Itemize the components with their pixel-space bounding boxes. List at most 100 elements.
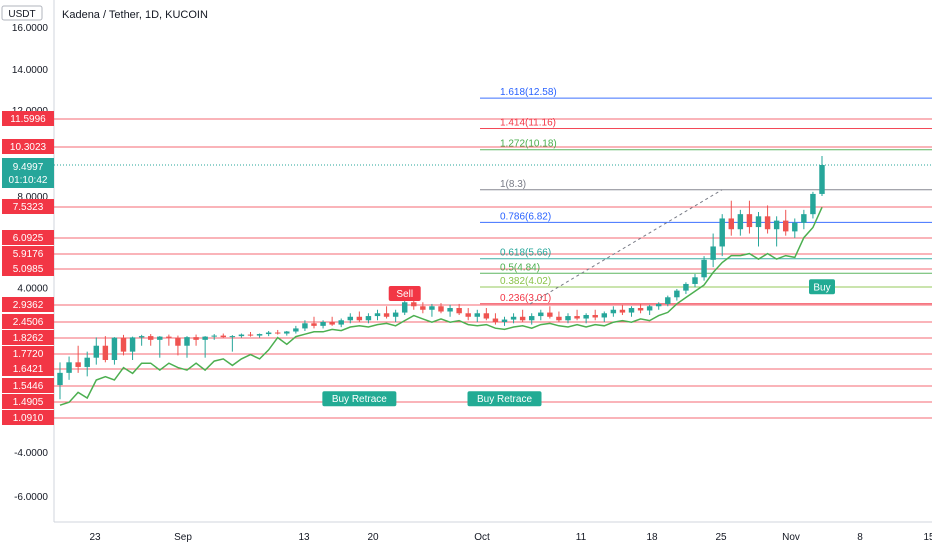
- candle-body: [710, 246, 716, 260]
- candle: [655, 302, 662, 310]
- price-tick-label: 8.0000: [17, 192, 48, 203]
- price-level-tag-box: [2, 394, 54, 409]
- candle-body: [565, 316, 571, 321]
- candle: [819, 156, 825, 196]
- candle-body: [229, 336, 236, 338]
- candle: [610, 306, 617, 317]
- price-level-tag-box: [2, 410, 54, 425]
- current-price-label: 9.4997: [13, 162, 44, 173]
- candle: [737, 209, 744, 236]
- price-level-tag-label: 7.5323: [13, 202, 44, 213]
- price-level-tag-label: 11.5996: [10, 114, 46, 125]
- candle-body: [574, 316, 580, 319]
- candle: [764, 205, 771, 234]
- candle: [129, 336, 136, 361]
- price-level-tags: 11.5996 10.3023 7.5323 6.0925 5.9176 5.0985 2.…: [2, 111, 54, 425]
- candle: [637, 303, 644, 314]
- candle: [193, 334, 199, 346]
- time-tick-label: 8: [857, 532, 863, 543]
- candle: [420, 302, 426, 314]
- candle: [211, 334, 217, 340]
- candle-body: [628, 308, 635, 313]
- signal-box: [809, 279, 835, 295]
- signal-marker: Sell: [388, 285, 421, 301]
- currency-badge-box[interactable]: [1, 5, 43, 21]
- fib-level-label: 0.5(4.84): [500, 262, 540, 273]
- price-level-tag-box: [2, 346, 54, 361]
- candle-body: [138, 336, 145, 338]
- candle: [701, 256, 707, 281]
- candle-body: [492, 318, 499, 323]
- candle-body: [84, 357, 90, 367]
- candle: [692, 273, 698, 288]
- price-level-tag: 10.3023: [2, 139, 54, 154]
- candle: [111, 337, 118, 365]
- trailing-stop-overlay: [59, 206, 823, 406]
- candle: [256, 333, 263, 338]
- candle: [782, 209, 789, 236]
- candle: [247, 332, 254, 337]
- price-level-tag-label: 1.6421: [13, 364, 44, 375]
- candle-body: [293, 328, 299, 332]
- candle-body: [111, 337, 118, 361]
- candle-body: [674, 290, 680, 298]
- price-level-tag: 11.5996: [2, 111, 54, 126]
- candle: [66, 356, 72, 380]
- candle: [583, 313, 589, 324]
- price-level-tag-label: 1.5446: [13, 381, 44, 392]
- candle: [75, 345, 81, 373]
- candle: [229, 335, 236, 352]
- candle-body: [792, 222, 798, 232]
- price-tick-label: -4.0000: [14, 448, 48, 459]
- signal-box: [322, 391, 397, 407]
- price-level-tag-box: [2, 139, 54, 154]
- candle-body: [637, 308, 644, 311]
- candle: [565, 313, 571, 324]
- candle: [365, 313, 372, 324]
- candle: [528, 313, 535, 325]
- candle-body: [211, 335, 217, 337]
- candle-body: [510, 316, 517, 320]
- candle-body: [773, 220, 780, 230]
- candle-body: [184, 337, 190, 346]
- candle: [592, 309, 598, 321]
- candle: [383, 306, 390, 319]
- candle: [456, 303, 462, 316]
- candle-body: [338, 320, 344, 325]
- candle-body: [819, 164, 825, 194]
- candle-body: [102, 345, 109, 361]
- signal-marker: Buy Retrace: [322, 391, 397, 407]
- candle-body: [438, 306, 444, 312]
- price-level-tag: 5.9176: [2, 246, 54, 261]
- time-tick-label: 13: [298, 532, 310, 543]
- fib-level-label: 0.236(3.01): [500, 293, 551, 304]
- candle-body: [193, 337, 199, 340]
- candle-body: [701, 259, 707, 278]
- candle: [665, 295, 671, 307]
- time-ticks: 23 Sep 13 20 Oct 11 18 25 Nov 8 15: [89, 532, 932, 543]
- candle-body: [728, 218, 735, 230]
- signal-box: [467, 391, 542, 407]
- bar-countdown: 01:10:42: [9, 175, 48, 186]
- candle-body: [383, 313, 390, 317]
- candle: [628, 306, 635, 317]
- candle-body: [592, 315, 598, 318]
- candle-body: [284, 331, 290, 334]
- symbol-title: Kadena / Tether, 1D, KUCOIN: [62, 9, 208, 21]
- candle: [265, 330, 272, 337]
- signal-box: [388, 285, 421, 301]
- fib-level-label: 1.414(11.16): [500, 117, 556, 128]
- candle-body: [66, 362, 72, 373]
- candle: [374, 309, 381, 321]
- candle: [302, 320, 308, 331]
- candle: [238, 333, 245, 338]
- trailing-stop-line: [59, 206, 823, 406]
- price-level-tag-label: 2.4506: [13, 317, 44, 328]
- candle-body: [356, 316, 363, 321]
- candle: [329, 316, 335, 326]
- candle-body: [429, 306, 435, 310]
- candle: [220, 333, 227, 338]
- candle-body: [129, 337, 136, 352]
- price-level-tag: 1.6421: [2, 361, 54, 376]
